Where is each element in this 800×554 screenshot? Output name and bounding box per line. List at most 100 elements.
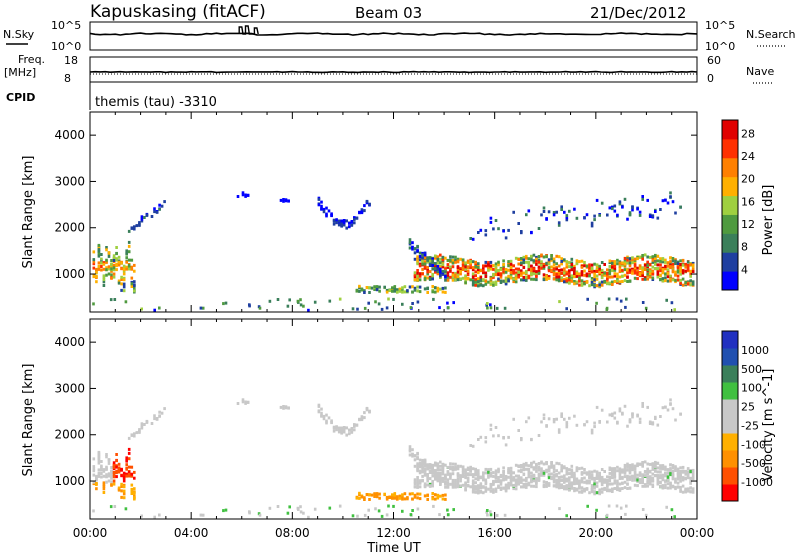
power-cell bbox=[471, 283, 475, 287]
velocity-cell bbox=[110, 474, 113, 478]
power-cell bbox=[611, 283, 614, 286]
power-cell bbox=[691, 280, 695, 284]
velocity-cell bbox=[317, 410, 321, 414]
power-cell bbox=[507, 228, 510, 232]
velocity-cell bbox=[580, 466, 584, 470]
power-cell bbox=[644, 306, 648, 310]
velocity-cell bbox=[416, 451, 419, 455]
velocity-cell bbox=[681, 478, 685, 482]
power-cell bbox=[666, 275, 670, 279]
power-cell bbox=[416, 289, 419, 293]
velocity-cell bbox=[418, 458, 422, 462]
velocity-cell bbox=[665, 505, 668, 509]
velocity-cell bbox=[342, 430, 346, 434]
velocity-cell bbox=[679, 474, 682, 478]
power-cell bbox=[120, 275, 123, 279]
velocity-cell bbox=[654, 474, 657, 478]
velocity-cell bbox=[595, 481, 599, 485]
power-cell bbox=[320, 204, 323, 208]
power-cell bbox=[474, 280, 477, 284]
power-cell bbox=[517, 267, 520, 271]
y-tick-label: 4000 bbox=[54, 335, 85, 349]
velocity-cell bbox=[638, 480, 642, 483]
power-cell bbox=[456, 267, 460, 271]
velocity-cell bbox=[671, 470, 675, 473]
velocity-cell bbox=[487, 475, 490, 479]
velocity-colorbar-tick: 25 bbox=[741, 401, 755, 414]
power-cell bbox=[492, 274, 495, 278]
velocity-cell bbox=[598, 471, 601, 475]
velocity-cell bbox=[631, 412, 634, 416]
power-cell bbox=[588, 274, 591, 278]
power-colorbar-tick: 28 bbox=[741, 127, 755, 140]
velocity-cell bbox=[606, 482, 609, 486]
velocity-cell bbox=[631, 415, 634, 419]
velocity-cell bbox=[563, 474, 566, 478]
velocity-cell bbox=[568, 483, 571, 487]
velocity-cell bbox=[503, 513, 507, 517]
power-cell bbox=[258, 306, 262, 310]
velocity-cell bbox=[570, 464, 574, 468]
velocity-cell bbox=[633, 478, 637, 482]
power-cell bbox=[563, 280, 566, 284]
power-cell bbox=[598, 268, 601, 272]
velocity-cell bbox=[558, 507, 561, 511]
velocity-cell bbox=[686, 472, 690, 476]
velocity-cell bbox=[434, 463, 437, 467]
velocity-cell bbox=[109, 505, 113, 509]
velocity-cell bbox=[616, 479, 619, 483]
velocity-cell bbox=[509, 476, 513, 479]
power-cell bbox=[619, 299, 623, 303]
power-cell bbox=[122, 289, 126, 293]
velocity-cell bbox=[436, 471, 440, 475]
velocity-cell bbox=[593, 425, 596, 429]
velocity-cell bbox=[606, 484, 609, 488]
velocity-cell bbox=[368, 498, 371, 501]
power-cell bbox=[552, 263, 556, 267]
power-cell bbox=[547, 262, 551, 266]
power-cell bbox=[573, 272, 576, 276]
velocity-cell bbox=[411, 448, 414, 452]
power-cell bbox=[691, 261, 695, 265]
power-cell bbox=[449, 255, 452, 259]
power-cell bbox=[112, 254, 116, 258]
power-cell bbox=[401, 290, 404, 294]
velocity-cell bbox=[469, 485, 472, 489]
power-cell bbox=[502, 259, 505, 263]
velocity-cell bbox=[133, 496, 136, 500]
velocity-cell bbox=[573, 473, 576, 477]
velocity-cell bbox=[618, 468, 622, 472]
velocity-cell bbox=[691, 477, 695, 481]
velocity-cell bbox=[439, 494, 442, 498]
power-cell bbox=[504, 279, 508, 283]
power-cell bbox=[406, 289, 409, 293]
power-cell bbox=[446, 274, 450, 278]
power-cell bbox=[643, 253, 647, 257]
power-cell bbox=[563, 269, 566, 272]
velocity-cell bbox=[360, 495, 364, 499]
power-cell bbox=[583, 273, 586, 277]
power-cell bbox=[355, 216, 359, 220]
power-cell bbox=[585, 280, 589, 284]
velocity-cell bbox=[588, 475, 591, 478]
power-cell bbox=[421, 262, 424, 266]
velocity-cell bbox=[638, 473, 642, 477]
velocity-cell bbox=[236, 402, 240, 405]
power-cell bbox=[431, 277, 434, 281]
velocity-cell bbox=[646, 462, 649, 466]
power-cell bbox=[671, 278, 675, 282]
velocity-cell bbox=[426, 474, 429, 478]
velocity-cell bbox=[552, 484, 556, 488]
velocity-cell bbox=[413, 482, 417, 486]
velocity-cell bbox=[373, 495, 376, 498]
power-cell bbox=[92, 260, 96, 264]
velocity-cell bbox=[525, 420, 528, 424]
velocity-cell bbox=[606, 479, 609, 483]
velocity-cell bbox=[489, 467, 493, 471]
power-cell bbox=[638, 213, 642, 217]
velocity-cell bbox=[670, 508, 674, 512]
velocity-cell bbox=[578, 467, 581, 471]
power-cell bbox=[681, 269, 685, 273]
power-cell bbox=[431, 285, 434, 288]
